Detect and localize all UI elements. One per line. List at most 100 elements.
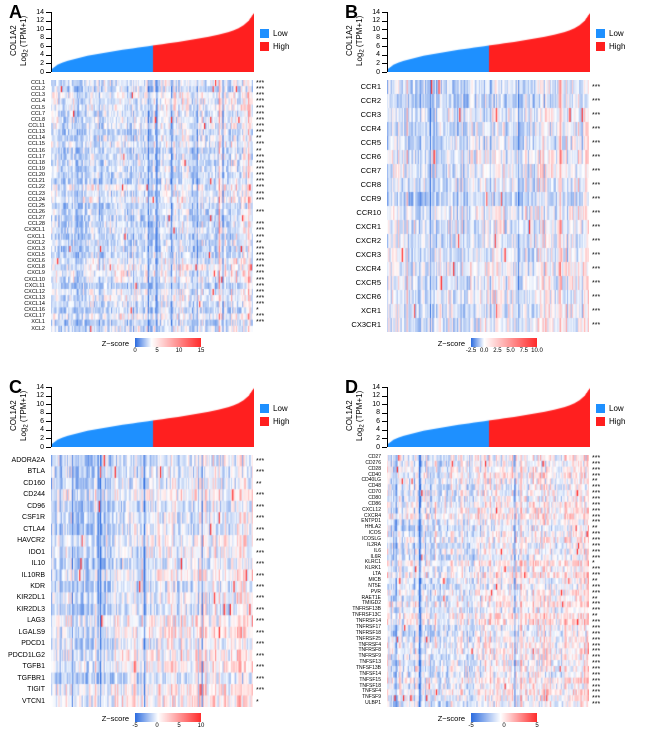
gene-label: TMIGD2 bbox=[362, 600, 381, 607]
gene-label: CCL24 bbox=[27, 196, 45, 203]
gene-label: LGALS9 bbox=[18, 628, 45, 636]
gene-label: IL2RA bbox=[367, 541, 381, 548]
significance-stars: *** bbox=[256, 245, 265, 253]
gene-label: IL10RB bbox=[21, 571, 45, 579]
y-tick-label: 12 bbox=[36, 17, 44, 25]
gene-label: HAVCR2 bbox=[17, 537, 45, 545]
legend-item: Low bbox=[260, 404, 289, 413]
significance-stars: *** bbox=[592, 466, 601, 474]
gene-label: TNFRSF13B bbox=[352, 606, 381, 613]
y-tick-mark bbox=[382, 12, 387, 13]
gene-label: CXCL13 bbox=[24, 294, 45, 301]
significance-stars: *** bbox=[592, 689, 601, 697]
heatmap bbox=[51, 80, 253, 332]
significance-stars: *** bbox=[592, 238, 601, 245]
gene-label: CCL26 bbox=[27, 208, 45, 215]
significance-stars: *** bbox=[592, 140, 601, 147]
gene-label: CXCL9 bbox=[27, 270, 45, 277]
legend-item: High bbox=[596, 42, 625, 51]
y-tick-mark bbox=[382, 63, 387, 65]
significance-stars: *** bbox=[592, 572, 601, 580]
legend-swatch bbox=[596, 29, 605, 38]
gene-label: CCL13 bbox=[27, 129, 45, 136]
y-tick-mark bbox=[382, 412, 387, 414]
gene-label: CD70 bbox=[368, 489, 381, 496]
significance-stars: *** bbox=[592, 84, 601, 91]
significance-stars: *** bbox=[256, 190, 265, 198]
significance-stars: *** bbox=[592, 507, 601, 515]
significance-stars: *** bbox=[592, 322, 601, 329]
y-tick-mark bbox=[382, 395, 387, 397]
significance-stars: *** bbox=[256, 282, 265, 290]
gene-label: KIR2DL1 bbox=[16, 594, 45, 602]
zscore-label: Z−score bbox=[101, 714, 129, 723]
expression-curve-canvas bbox=[52, 387, 254, 447]
significance-stars: *** bbox=[256, 641, 265, 649]
gene-label: CCL20 bbox=[27, 172, 45, 179]
expression-curve-canvas bbox=[52, 12, 254, 72]
gene-label: CXCR1 bbox=[355, 222, 381, 231]
gene-label: CCL15 bbox=[27, 141, 45, 148]
significance-stars: ** bbox=[256, 480, 262, 488]
gene-label: PVR bbox=[370, 588, 381, 595]
significance-stars: *** bbox=[256, 276, 265, 284]
gene-label: CSF1R bbox=[22, 514, 45, 522]
gene-label: RAET1E bbox=[361, 594, 381, 601]
gene-label: KDR bbox=[30, 582, 45, 590]
y-tick-mark bbox=[382, 54, 387, 56]
heatmap bbox=[51, 455, 253, 707]
significance-stars: ** bbox=[592, 613, 598, 621]
significance-stars: *** bbox=[592, 589, 601, 597]
y-tick-label: 6 bbox=[40, 42, 44, 50]
gene-label: CD28 bbox=[368, 465, 381, 472]
gene-label: TNFSF18 bbox=[359, 682, 381, 689]
y-tick-mark bbox=[46, 72, 51, 73]
zscore-tick-label: 10 bbox=[175, 348, 183, 354]
gene-label: CXCL3 bbox=[27, 245, 45, 252]
significance-stars: *** bbox=[256, 98, 265, 106]
gene-label: CXCL11 bbox=[24, 282, 45, 289]
y-tick-mark bbox=[46, 63, 51, 65]
significance-stars: *** bbox=[592, 548, 601, 556]
legend-item: Low bbox=[596, 29, 625, 38]
significance-stars: *** bbox=[592, 490, 601, 498]
y-tick-label: 6 bbox=[376, 42, 380, 50]
y-tick-label: 2 bbox=[40, 59, 44, 67]
gene-labels: CCR1 CCR2 CCR3 CCR4 CCR5 CCR6 CCR7 CCR8 CCR9 CCR1… bbox=[337, 80, 384, 332]
gene-label: CD40LG bbox=[361, 477, 381, 484]
significance-stars: *** bbox=[256, 652, 265, 660]
legend-item: High bbox=[596, 417, 625, 426]
significance-stars: *** bbox=[592, 542, 601, 550]
panel-label: B bbox=[345, 2, 358, 22]
gene-label: ICOS bbox=[368, 530, 381, 537]
y-tick-label: 0 bbox=[376, 443, 380, 451]
gene-label: CCR8 bbox=[360, 180, 381, 189]
gene-label: CXCL17 bbox=[24, 313, 45, 320]
significance-stars: *** bbox=[592, 519, 601, 527]
significance-stars: *** bbox=[592, 196, 601, 203]
legend-label: High bbox=[609, 417, 626, 426]
gene-label: ULBP1 bbox=[365, 700, 381, 707]
y-tick-label: 4 bbox=[376, 426, 380, 434]
y-tick-mark bbox=[46, 395, 51, 397]
y-tick-label: 14 bbox=[36, 8, 44, 16]
gene-name-label: COL1A2 bbox=[345, 25, 354, 57]
y-tick-label: 14 bbox=[372, 383, 380, 391]
significance-stars: *** bbox=[592, 642, 601, 650]
gene-label: XCL2 bbox=[31, 325, 45, 332]
significance-stars: *** bbox=[256, 629, 265, 637]
group-legend: Low High bbox=[596, 29, 625, 55]
gene-label: TNFRSF17 bbox=[355, 623, 381, 630]
gene-label: TNFRSF13C bbox=[352, 612, 381, 619]
gene-label: TGFBR1 bbox=[17, 674, 45, 682]
significance-stars: *** bbox=[256, 80, 265, 87]
legend-item: High bbox=[260, 417, 289, 426]
gene-label: XCL1 bbox=[31, 319, 45, 326]
significance-stars: * bbox=[256, 698, 259, 706]
gene-label: TNFRSF4 bbox=[358, 641, 382, 648]
significance-stars: *** bbox=[256, 196, 265, 204]
y-tick-mark bbox=[46, 37, 51, 39]
gene-label: CCL5 bbox=[30, 104, 45, 111]
y-tick-label: 0 bbox=[40, 68, 44, 76]
